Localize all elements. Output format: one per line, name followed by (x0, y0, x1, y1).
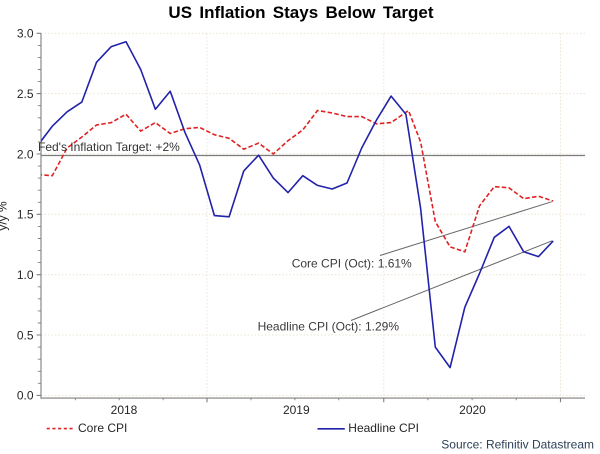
svg-text:1.0: 1.0 (17, 268, 34, 282)
svg-text:0.0: 0.0 (17, 389, 34, 403)
svg-text:2018: 2018 (111, 403, 138, 417)
svg-text:2020: 2020 (459, 403, 486, 417)
svg-text:2.5: 2.5 (17, 87, 34, 101)
svg-text:1.5: 1.5 (17, 208, 34, 222)
svg-text:Headline CPI: Headline CPI (348, 421, 419, 435)
svg-text:Core CPI (Oct): 1.61%: Core CPI (Oct): 1.61% (292, 257, 412, 271)
svg-text:Core CPI: Core CPI (78, 421, 127, 435)
svg-text:US Inflation Stays Below Targe: US Inflation Stays Below Target (168, 3, 433, 22)
svg-text:y/y %: y/y % (0, 201, 10, 231)
svg-text:Headline CPI (Oct): 1.29%: Headline CPI (Oct): 1.29% (258, 320, 400, 334)
svg-text:Fed's Inflation Target: +2%: Fed's Inflation Target: +2% (38, 140, 180, 154)
svg-text:2019: 2019 (283, 403, 310, 417)
svg-text:0.5: 0.5 (17, 328, 34, 342)
svg-text:2.0: 2.0 (17, 147, 34, 161)
svg-text:Source: Refinitiv Datastream: Source: Refinitiv Datastream (441, 438, 594, 452)
svg-text:3.0: 3.0 (17, 27, 34, 41)
